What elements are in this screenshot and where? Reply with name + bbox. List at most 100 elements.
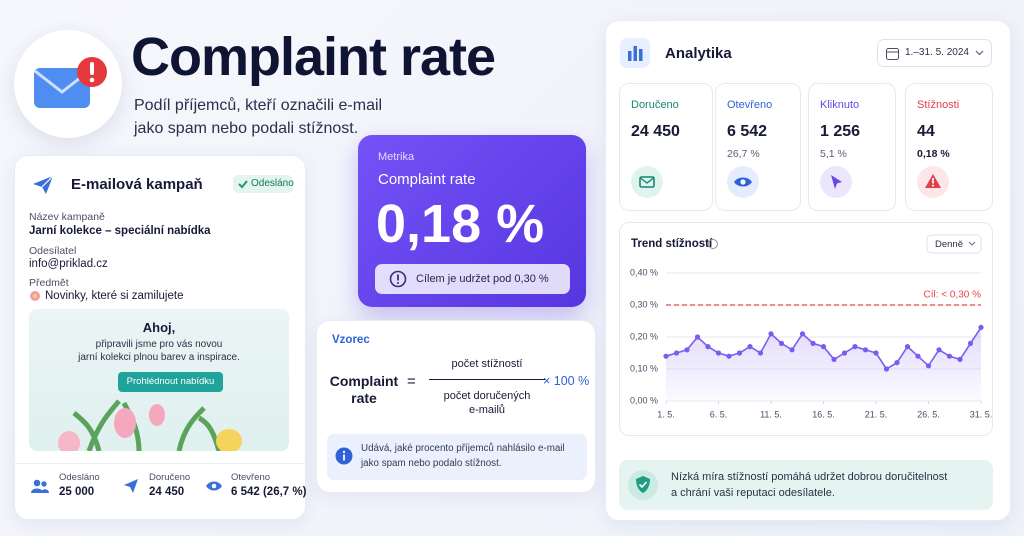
tulip xyxy=(58,431,80,451)
tulip xyxy=(114,408,136,438)
kpi-label: Doručeno xyxy=(631,99,679,111)
trend-point xyxy=(831,356,837,362)
trend-point xyxy=(904,344,911,350)
trend-point xyxy=(757,350,764,356)
formula-info: Udává, jaké procento příjemců nahlásilo … xyxy=(327,434,587,480)
trend-point xyxy=(778,340,785,346)
preview-heading: Ahoj, xyxy=(142,320,176,335)
formula-left: rate xyxy=(351,390,377,406)
trend-point xyxy=(936,347,942,353)
chart: Trend stížností Denně 0,00 % 0,10 % 0,20 %… xyxy=(630,234,992,419)
warning-bar xyxy=(932,178,934,184)
subtitle-line: Podíl příjemců, kteří označili e-mail xyxy=(134,97,383,114)
button-label[interactable]: Prohlédnout nabídku xyxy=(126,376,215,387)
y-tick-label: 0,40 % xyxy=(630,267,658,277)
kpi-icon xyxy=(917,166,949,198)
trend-point xyxy=(978,324,984,330)
kpi-value: 24 450 xyxy=(631,123,680,140)
trend-point xyxy=(883,366,890,372)
calendar-icon xyxy=(886,48,899,60)
icon-bg xyxy=(631,166,663,198)
alert-dot xyxy=(89,77,95,83)
x-tick-label: 31. 5. xyxy=(970,409,992,419)
shield-shape xyxy=(636,476,650,493)
trend-point xyxy=(789,347,795,353)
page-title: Complaint rate xyxy=(131,27,496,87)
alert-mark xyxy=(90,62,94,75)
chevron xyxy=(975,50,984,56)
formula-numerator: počet stížností xyxy=(451,358,523,370)
metric-name: Complaint rate xyxy=(378,171,476,188)
check-icon xyxy=(238,180,248,189)
field-value: Jarní kolekce – speciální nabídka xyxy=(29,225,211,237)
kpi-icon xyxy=(820,166,852,198)
y-tick-label: 0,10 % xyxy=(630,363,658,373)
formula-denominator: e-mailů xyxy=(468,404,506,416)
date-range[interactable]: 1.–31. 5. 2024 xyxy=(905,47,969,58)
plane-line xyxy=(41,175,54,188)
tulip xyxy=(149,404,165,426)
trend-point xyxy=(663,353,669,359)
flower-icon xyxy=(30,291,40,301)
x-tick-label: 1. 5. xyxy=(657,409,675,419)
field-value: info@priklad.cz xyxy=(29,258,108,270)
formula-label: Vzorec xyxy=(332,334,370,346)
date-picker[interactable]: 1.–31. 5. 2024 xyxy=(877,39,992,67)
user xyxy=(33,479,41,487)
send-icon xyxy=(33,175,54,194)
stat-label: Doručeno xyxy=(149,472,191,483)
field-label: Odesílatel xyxy=(29,245,77,257)
field-value: Novinky, které si zamilujete xyxy=(45,290,184,302)
kpi-value: 44 xyxy=(917,123,935,140)
metric-note: Cílem je udržet pod 0,30 % xyxy=(375,264,570,294)
period-select[interactable] xyxy=(926,234,982,254)
field-label: Předmět xyxy=(29,277,69,289)
footer-text: Nízká míra stížností pomáhá udržet dobro… xyxy=(671,471,948,483)
kpi-value: 6 542 xyxy=(727,123,768,140)
icon-bar xyxy=(633,46,637,61)
y-tick-label: 0,00 % xyxy=(630,395,658,405)
note-text: Cílem je udržet pod 0,30 % xyxy=(416,273,549,285)
x-tick-label: 6. 5. xyxy=(710,409,728,419)
fraction-line xyxy=(429,379,545,380)
trend-point xyxy=(694,334,701,340)
status-badge: Odesláno xyxy=(233,175,294,193)
kpi-card: Doručeno 24 450 xyxy=(619,83,713,211)
preview-body: jarní kolekci plnou barev a inspirace. xyxy=(78,352,240,363)
center xyxy=(33,294,37,298)
x-tick-label: 26. 5. xyxy=(917,409,940,419)
warning-dot xyxy=(932,184,934,187)
info-icon xyxy=(389,270,407,288)
trend-point xyxy=(673,350,680,356)
trend-point xyxy=(873,350,879,356)
field-label: Název kampaně xyxy=(29,211,105,223)
info-text: Udává, jaké procento příjemců nahlásilo … xyxy=(361,443,565,454)
x-tick-label: 16. 5. xyxy=(812,409,835,419)
trend-point xyxy=(946,353,953,359)
trend-point xyxy=(684,347,690,353)
period-label[interactable]: Denně xyxy=(935,239,963,250)
preview-body: připravili jsme pro vás novou xyxy=(95,339,223,350)
tulip xyxy=(216,429,242,451)
icon-bar xyxy=(628,51,632,61)
eye-icon xyxy=(206,481,222,491)
preview-button[interactable]: Prohlédnout nabídku xyxy=(118,372,223,392)
subtitle-line: jako spam nebo podali stížnost. xyxy=(134,120,359,137)
users-icon xyxy=(31,479,49,493)
kpi-label: Kliknuto xyxy=(820,99,860,111)
status-text: Odesláno xyxy=(251,178,294,189)
y-tick-label: 0,20 % xyxy=(630,331,658,341)
tulips-illustration xyxy=(58,399,242,451)
chart-card: Trend stížností Denně 0,00 % 0,10 % 0,20 %… xyxy=(619,222,993,436)
trend-point xyxy=(726,353,732,359)
cursor-shape xyxy=(831,175,842,189)
campaign-title: E-mailová kampaň xyxy=(71,176,203,193)
footer-note: Nízká míra stížností pomáhá udržet dobro… xyxy=(619,460,993,510)
trend-point xyxy=(967,340,974,346)
kpi-label: Otevřeno xyxy=(727,99,773,111)
send-icon xyxy=(124,479,138,493)
trend-point xyxy=(768,331,774,337)
stat-label: Odesláno xyxy=(59,472,100,483)
info-icon xyxy=(335,447,353,465)
